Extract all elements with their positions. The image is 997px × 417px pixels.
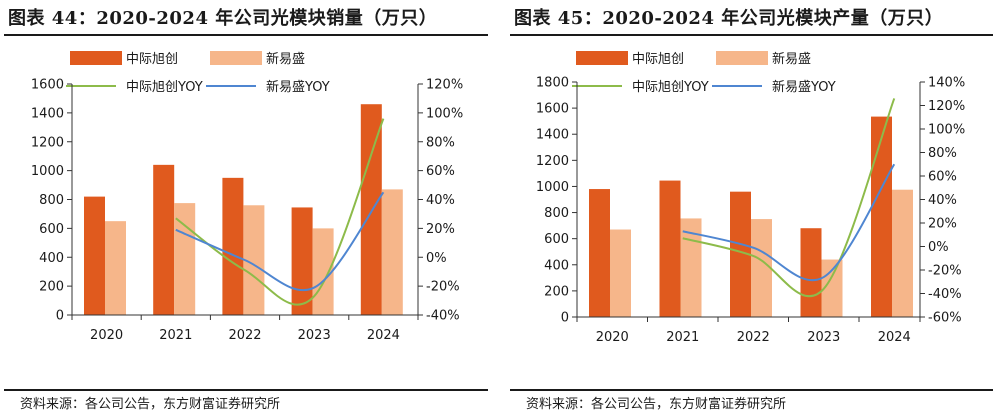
source-note: 资料来源：各公司公告，东方财富证券研究所 — [20, 397, 281, 412]
y2-tick-label: -60% — [928, 311, 962, 326]
y-tick-label: 1000 — [536, 180, 569, 195]
x-tick-label: 2023 — [807, 330, 840, 345]
x-tick-label: 2023 — [298, 328, 331, 343]
y2-tick-label: 0% — [426, 251, 447, 266]
legend-swatch-0 — [576, 51, 628, 65]
legend-label-3: 新易盛YOY — [772, 79, 836, 95]
y2-tick-label: 20% — [426, 222, 455, 237]
line-xys-yoy — [682, 163, 896, 282]
y-tick-label: 800 — [39, 193, 64, 208]
x-tick-label: 2022 — [737, 330, 770, 345]
y-tick-label: 800 — [544, 206, 569, 221]
bar-zjxc — [730, 191, 751, 317]
y2-tick-label: 60% — [426, 164, 455, 179]
legend-label-0: 中际旭创 — [632, 52, 684, 67]
legend-swatch-1 — [210, 51, 262, 65]
y2-tick-label: -40% — [426, 309, 460, 324]
source-divider — [4, 389, 488, 391]
y-tick-label: 0 — [56, 309, 64, 324]
x-tick-label: 2021 — [666, 330, 699, 345]
chart-title: 图表 44：2020-2024 年公司光模块销量（万只） — [8, 8, 438, 29]
legend-swatch-0 — [70, 51, 122, 65]
y2-tick-label: 80% — [426, 135, 455, 150]
x-tick-label: 2020 — [90, 328, 123, 343]
y2-tick-label: 80% — [928, 146, 957, 161]
line-xys-yoy — [175, 191, 385, 291]
bar-zjxc — [222, 177, 244, 315]
title-divider — [4, 34, 488, 36]
y-tick-label: 1400 — [31, 106, 64, 121]
y-tick-label: 1000 — [31, 164, 64, 179]
legend-label-0: 中际旭创 — [126, 52, 178, 67]
line-zjxc-yoy — [682, 98, 896, 298]
y2-tick-label: 40% — [928, 193, 957, 208]
bar-zjxc — [360, 104, 382, 316]
bar-xys — [243, 205, 265, 315]
bar-xys — [312, 228, 334, 315]
source-divider — [510, 389, 993, 391]
y2-tick-label: 60% — [928, 170, 957, 185]
y2-tick-label: 40% — [426, 193, 455, 208]
y-tick-label: 1600 — [31, 78, 64, 93]
legend-label-2: 中际旭创YOY — [632, 80, 709, 95]
bar-xys — [680, 218, 702, 317]
y-tick-label: 200 — [544, 284, 569, 299]
chart-panel-production: 图表 45：2020-2024 年公司光模块产量（万只） 中际旭创 新易盛 中际旭创… — [506, 0, 997, 417]
y-tick-label: 1200 — [536, 154, 569, 169]
bar-zjxc — [871, 116, 892, 317]
y2-tick-label: -20% — [928, 264, 962, 279]
y2-tick-label: -40% — [928, 287, 962, 302]
y-tick-label: 1400 — [536, 128, 569, 143]
y2-tick-label: 0% — [928, 240, 949, 255]
y-tick-label: 1600 — [536, 102, 569, 117]
y-tick-label: 600 — [544, 232, 569, 247]
y-tick-label: 400 — [39, 251, 64, 266]
bar-zjxc — [800, 228, 822, 317]
legend-swatch-1 — [716, 51, 768, 65]
y-tick-label: 1200 — [31, 135, 64, 150]
x-tick-label: 2022 — [228, 328, 261, 343]
x-tick-label: 2020 — [596, 330, 629, 345]
legend-label-2: 中际旭创YOY — [126, 80, 203, 95]
bar-zjxc — [84, 196, 105, 315]
bar-zjxc — [291, 207, 313, 315]
legend-label-1: 新易盛 — [266, 51, 305, 67]
bar-xys — [105, 221, 126, 315]
y-tick-label: 400 — [544, 258, 569, 273]
y2-tick-label: 120% — [928, 99, 965, 114]
y-tick-label: 1800 — [536, 76, 569, 91]
legend-label-1: 新易盛 — [772, 51, 811, 67]
y2-tick-label: 120% — [426, 78, 463, 93]
source-note: 资料来源：各公司公告，东方财富证券研究所 — [526, 397, 787, 412]
y2-tick-label: 140% — [928, 76, 965, 91]
x-tick-label: 2024 — [878, 330, 911, 345]
y2-tick-label: 20% — [928, 217, 957, 232]
y2-tick-label: 100% — [928, 123, 965, 138]
bar-zjxc — [153, 164, 175, 315]
bar-xys — [751, 219, 772, 317]
y-tick-label: 600 — [39, 222, 64, 237]
bar-xys — [892, 189, 913, 317]
bar-xys — [610, 229, 631, 317]
line-zjxc-yoy — [175, 118, 385, 306]
title-divider — [510, 34, 993, 36]
y-tick-label: 200 — [39, 280, 64, 295]
y2-tick-label: 100% — [426, 106, 463, 121]
bar-zjxc — [589, 189, 610, 317]
x-tick-label: 2021 — [159, 328, 192, 343]
x-tick-label: 2024 — [367, 328, 400, 343]
bar-zjxc — [659, 180, 681, 317]
legend-label-3: 新易盛YOY — [266, 79, 330, 95]
bar-xys — [381, 189, 403, 315]
y2-tick-label: -20% — [426, 280, 460, 295]
y-tick-label: 0 — [561, 311, 569, 326]
chart-title: 图表 45：2020-2024 年公司光模块产量（万只） — [514, 8, 944, 29]
chart-panel-sales: 图表 44：2020-2024 年公司光模块销量（万只） 中际旭创 新易盛 中际旭创… — [0, 0, 492, 417]
